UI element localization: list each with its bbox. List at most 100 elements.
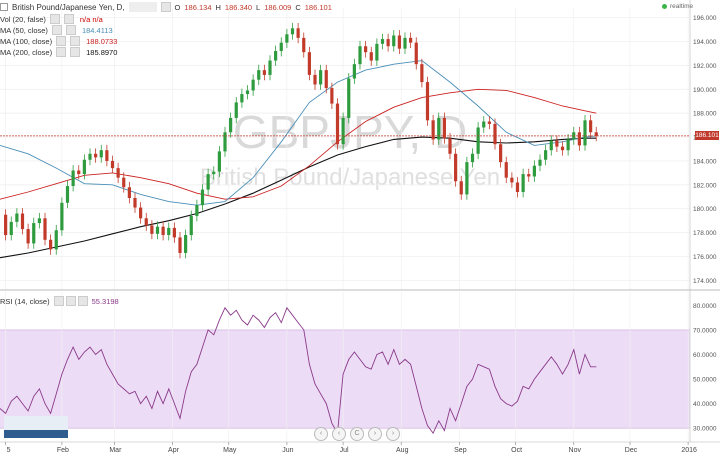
candle-body: [538, 159, 542, 166]
candle-body: [364, 46, 368, 53]
symbol-header: British Pound/Japanese Yen, D, O 186.134 …: [0, 2, 332, 12]
candle-body: [195, 205, 199, 216]
rsi-y-tick-label: 30.0000: [693, 426, 717, 433]
candle-body: [476, 127, 480, 154]
candle-body: [127, 187, 131, 198]
candle-body: [454, 153, 458, 182]
rsi-toggle-icon[interactable]: [53, 296, 64, 306]
price-y-tick-label: 188.000: [693, 111, 717, 118]
candle-body: [150, 225, 154, 234]
candle-body: [335, 103, 340, 145]
time-tick-label: Feb: [57, 447, 69, 454]
candle-body: [26, 229, 30, 244]
price-y-tick-label: 180.000: [693, 206, 717, 213]
candle-body: [234, 102, 238, 118]
price-y-tick-label: 194.000: [693, 39, 717, 46]
candle-body: [200, 189, 205, 206]
settings-icon[interactable]: [160, 2, 171, 12]
rsi-y-tick-label: 70.0000: [693, 327, 717, 334]
candle-body: [549, 140, 553, 151]
candle-body: [54, 230, 58, 250]
candle-body: [279, 42, 283, 52]
ma100-line: [0, 88, 597, 200]
candle-body: [560, 146, 565, 151]
realtime-label: realtime: [670, 3, 694, 10]
candle-body: [133, 197, 137, 208]
study-ma50-toggle-icon[interactable]: [51, 25, 62, 35]
candle-body: [71, 170, 75, 187]
scroll-left-fast-icon[interactable]: ‹: [314, 427, 328, 441]
candle-body: [330, 88, 334, 104]
time-tick-label: Jun: [282, 447, 293, 454]
current-price-tag: 186.101: [695, 131, 719, 141]
study-ma100-settings-icon[interactable]: [70, 36, 81, 46]
candle-body: [161, 226, 165, 236]
candle-body: [544, 150, 548, 160]
price-y-tick-label: 174.000: [693, 278, 717, 285]
candle-body: [285, 34, 289, 43]
study-vol: Vol (20, false) n/a n/a: [0, 14, 103, 24]
study-ma50-settings-icon[interactable]: [65, 25, 76, 35]
time-tick-label: Apr: [168, 447, 180, 454]
study-ma100-label: MA (100, close): [0, 36, 53, 46]
l-label: L: [256, 2, 261, 12]
study-ma200-toggle-icon[interactable]: [56, 47, 67, 57]
candle-body: [206, 174, 210, 190]
rsi-pane[interactable]: [0, 290, 720, 448]
candle-body: [122, 177, 126, 188]
rsi-y-tick-label: 80.0000: [693, 303, 717, 310]
time-tick-label: Mar: [109, 447, 122, 454]
candle-body: [431, 120, 435, 140]
candle-body: [403, 37, 407, 49]
time-tick-label: Jul: [340, 447, 349, 454]
h-label: H: [215, 2, 221, 12]
chart-navigation: ‹ ‹ C › ›: [314, 427, 400, 441]
time-tick-label: Aug: [396, 447, 409, 454]
study-ma200-settings-icon[interactable]: [70, 47, 81, 57]
symbol-blurred-icon: [128, 2, 157, 12]
candle-body: [583, 120, 587, 146]
h-value: 186.340: [224, 2, 253, 12]
candle-body: [358, 46, 362, 65]
l-value: 186.009: [264, 2, 292, 12]
candle-body: [521, 174, 525, 193]
candle-body: [251, 79, 255, 91]
candle-body: [594, 132, 598, 136]
rsi-settings-icon[interactable]: [65, 296, 76, 306]
study-ma100-toggle-icon[interactable]: [56, 36, 67, 46]
scroll-left-icon[interactable]: ‹: [332, 427, 346, 441]
study-vol-toggle-icon[interactable]: [49, 14, 60, 24]
c-label: C: [295, 2, 301, 12]
candle-body: [268, 60, 272, 75]
candle-body: [4, 214, 8, 236]
o-value: 186.134: [184, 2, 212, 12]
candle-body: [290, 28, 295, 35]
candle-body: [392, 35, 396, 47]
candle-body: [20, 213, 25, 230]
price-y-tick-label: 196.000: [693, 15, 717, 22]
scroll-right-icon[interactable]: ›: [368, 427, 382, 441]
candle-body: [420, 64, 424, 83]
candle-body: [77, 170, 81, 175]
candle-body: [240, 94, 244, 103]
scroll-right-fast-icon[interactable]: ›: [386, 427, 400, 441]
study-vol-settings-icon[interactable]: [63, 14, 74, 24]
reset-icon[interactable]: C: [350, 427, 364, 441]
candle-body: [229, 117, 233, 133]
candle-body: [324, 70, 328, 89]
collapse-box-icon[interactable]: [0, 3, 8, 11]
candle-body: [94, 153, 98, 158]
rsi-close-icon[interactable]: [77, 296, 88, 306]
candle-body: [15, 213, 19, 222]
study-ma100-value: 188.0733: [86, 36, 118, 46]
c-value: 186.101: [304, 2, 332, 12]
study-vol-label: Vol (20, false): [0, 14, 46, 24]
candle-body: [257, 70, 261, 80]
candle-body: [487, 121, 491, 124]
blurred-logo: [4, 416, 68, 438]
candle-body: [448, 138, 452, 154]
candle-body: [555, 140, 559, 147]
candle-body: [470, 153, 475, 163]
